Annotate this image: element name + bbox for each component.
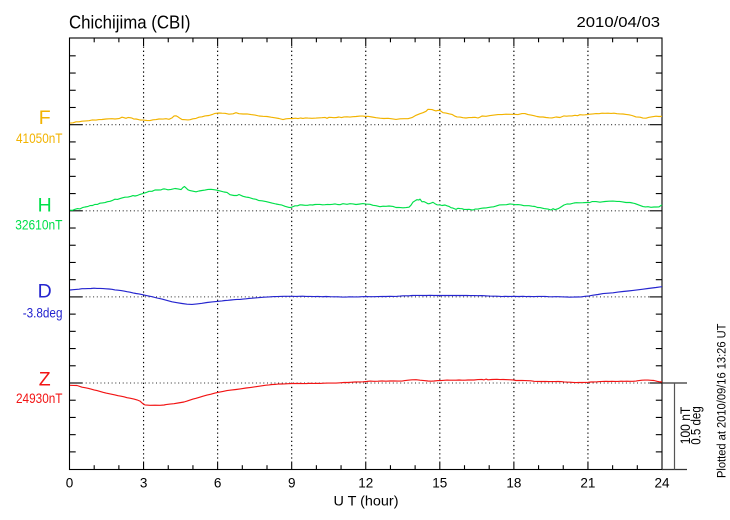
svg-text:21: 21 bbox=[580, 476, 595, 491]
svg-text:Z: Z bbox=[39, 368, 51, 390]
svg-text:100 nT: 100 nT bbox=[678, 407, 693, 445]
svg-text:3: 3 bbox=[140, 476, 148, 491]
svg-text:2010/04/03: 2010/04/03 bbox=[577, 14, 661, 31]
svg-text:15: 15 bbox=[432, 476, 447, 491]
svg-text:32610nT: 32610nT bbox=[15, 216, 63, 232]
svg-text:H: H bbox=[38, 194, 52, 216]
svg-text:0: 0 bbox=[66, 476, 74, 491]
svg-text:18: 18 bbox=[506, 476, 521, 491]
svg-text:D: D bbox=[38, 281, 52, 303]
svg-text:12: 12 bbox=[358, 476, 373, 491]
svg-text:0.5 deg: 0.5 deg bbox=[689, 406, 704, 445]
svg-text:24930nT: 24930nT bbox=[16, 390, 63, 406]
svg-text:41050nT: 41050nT bbox=[16, 130, 63, 146]
svg-text:6: 6 bbox=[214, 476, 222, 491]
svg-text:9: 9 bbox=[288, 476, 296, 491]
svg-text:F: F bbox=[39, 107, 51, 129]
svg-text:Plotted at 2010/09/16 13:26 UT: Plotted at 2010/09/16 13:26 UT bbox=[716, 324, 728, 479]
svg-text:24: 24 bbox=[654, 476, 670, 491]
svg-text:U T (hour): U T (hour) bbox=[334, 493, 399, 509]
svg-text:Chichijima (CBI): Chichijima (CBI) bbox=[69, 12, 191, 32]
svg-text:-3.8deg: -3.8deg bbox=[23, 305, 63, 321]
